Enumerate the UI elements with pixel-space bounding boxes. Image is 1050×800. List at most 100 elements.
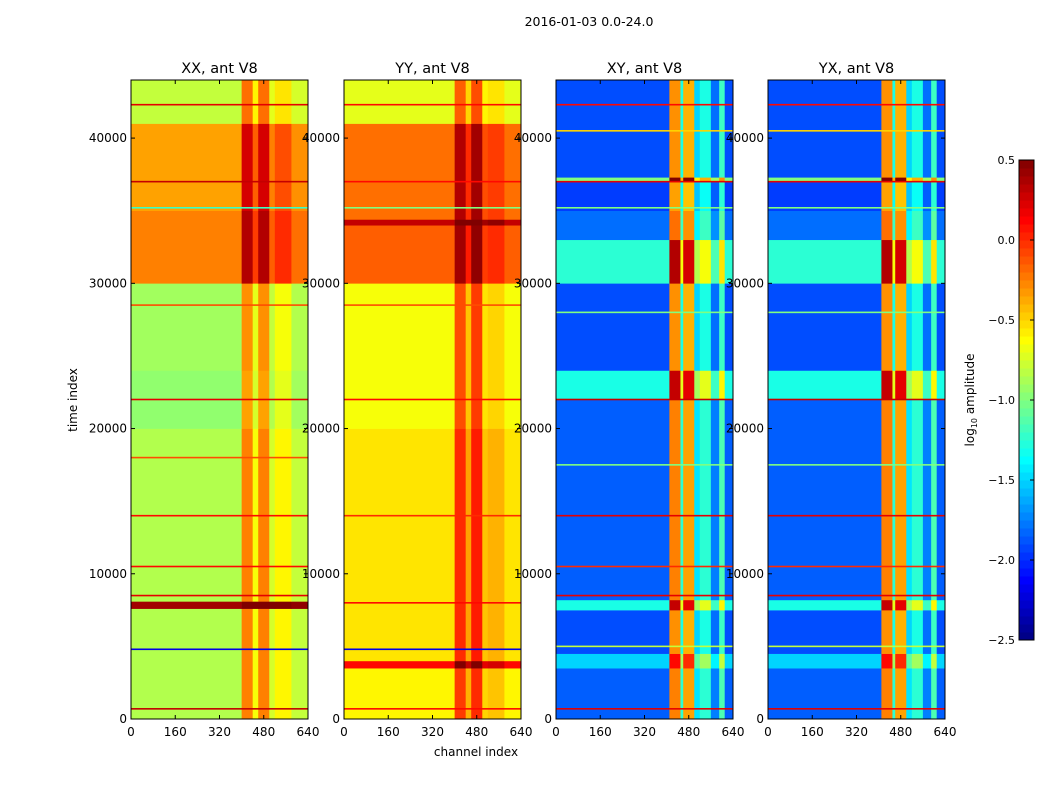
- heatmap-cell: [931, 181, 938, 212]
- heatmap-cell: [931, 610, 938, 654]
- heatmap-cell: [922, 399, 932, 601]
- colorbar-segment: [1019, 448, 1034, 457]
- heatmap-cell: [252, 123, 259, 212]
- colorbar-segment: [1019, 568, 1034, 577]
- heatmap-cell: [556, 653, 670, 669]
- heatmap-line: [556, 565, 733, 568]
- heatmap-cell: [131, 608, 242, 720]
- heatmap-cell: [936, 399, 946, 601]
- heatmap-cell: [699, 399, 712, 601]
- colorbar-segment: [1019, 496, 1034, 505]
- heatmap-cell: [680, 610, 684, 654]
- heatmap-cell: [710, 283, 720, 371]
- heatmap-cell: [504, 219, 522, 226]
- colorbar-segment: [1019, 552, 1034, 561]
- heatmap-cell: [936, 210, 946, 241]
- heatmap-line: [556, 464, 733, 466]
- y-tick-label: 20000: [514, 422, 552, 436]
- heatmap-cell: [274, 608, 292, 720]
- heatmap-cell: [936, 283, 946, 371]
- heatmap-cell: [504, 668, 522, 720]
- heatmap-cell: [881, 399, 893, 601]
- heatmap-cell: [906, 399, 913, 601]
- heatmap-cell: [881, 283, 893, 371]
- heatmap-cell: [504, 660, 522, 669]
- heatmap-cell: [931, 399, 938, 601]
- colorbar-segment: [1019, 224, 1034, 233]
- heatmap-cell: [669, 399, 681, 601]
- heatmap-cell: [482, 123, 489, 220]
- heatmap-cell: [922, 599, 932, 611]
- heatmap-cell: [269, 80, 276, 124]
- heatmap-line: [131, 180, 308, 183]
- heatmap-cell: [699, 370, 712, 400]
- heatmap-cell: [680, 80, 684, 178]
- heatmap-cell: [931, 370, 938, 400]
- heatmap-cell: [454, 225, 466, 284]
- y-tick-label: 10000: [89, 567, 127, 581]
- heatmap-cell: [274, 80, 292, 124]
- heatmap-cell: [710, 177, 720, 182]
- heatmap-cell: [454, 219, 466, 226]
- heatmap-cell: [719, 370, 726, 400]
- x-axis-label: channel index: [434, 745, 518, 759]
- heatmap-cell: [719, 210, 726, 241]
- heatmap-cell: [931, 210, 938, 241]
- heatmap-cell: [454, 428, 466, 662]
- colorbar-segment: [1019, 400, 1034, 409]
- heatmap-cell: [669, 210, 681, 241]
- heatmap-line: [344, 398, 521, 401]
- heatmap-cell: [724, 653, 734, 669]
- heatmap-cell: [881, 668, 893, 720]
- heatmap-cell: [252, 210, 259, 284]
- y-tick-label: 20000: [89, 422, 127, 436]
- x-tick-label: 160: [164, 725, 187, 739]
- heatmap-cell: [895, 370, 907, 400]
- heatmap-cell: [911, 283, 924, 371]
- colorbar-segment: [1019, 320, 1034, 329]
- x-tick-label: 0: [764, 725, 772, 739]
- heatmap-cell: [936, 239, 946, 284]
- colorbar-segment: [1019, 488, 1034, 497]
- heatmap-cell: [465, 225, 472, 284]
- colorbar-tick-label: −0.5: [988, 314, 1015, 327]
- panel-2: YY, ant V8 0 160 320 480 640 0 10000 20000 30000 4…: [302, 61, 533, 739]
- colorbar-segment: [1019, 632, 1034, 641]
- colorbar-segment: [1019, 160, 1034, 169]
- y-tick-label: 0: [119, 712, 127, 726]
- heatmap-cell: [471, 283, 483, 429]
- heatmap-cell: [465, 123, 472, 220]
- heatmap-cell: [699, 80, 712, 178]
- heatmap-cell: [683, 239, 695, 284]
- heatmap-cell: [931, 80, 938, 178]
- heatmap-cell: [699, 653, 712, 669]
- heatmap-cell: [482, 80, 489, 124]
- heatmap-cell: [768, 181, 882, 212]
- heatmap-cell: [936, 610, 946, 654]
- colorbar-segment: [1019, 312, 1034, 321]
- heatmap-cell: [556, 80, 670, 178]
- heatmap-cell: [669, 181, 681, 212]
- heatmap-line: [768, 594, 945, 597]
- heatmap-cell: [768, 210, 882, 241]
- figure-title: 2016-01-03 0.0-24.0: [525, 14, 654, 29]
- heatmap-cell: [454, 660, 466, 669]
- colorbar-segment: [1019, 408, 1034, 417]
- heatmap-cell: [724, 210, 734, 241]
- heatmap-cell: [274, 123, 292, 212]
- heatmap-cell: [487, 660, 505, 669]
- heatmap-cell: [683, 210, 695, 241]
- heatmap-cell: [344, 428, 455, 662]
- heatmap-cell: [906, 239, 913, 284]
- heatmap-cell: [724, 599, 734, 611]
- heatmap-cell: [892, 239, 896, 284]
- x-tick-label: 320: [421, 725, 444, 739]
- heatmap-cell: [252, 283, 259, 371]
- colorbar-segment: [1019, 288, 1034, 297]
- heatmap-cell: [291, 210, 309, 284]
- colorbar-segment: [1019, 512, 1034, 521]
- heatmap-cell: [694, 668, 701, 720]
- heatmap-cell: [556, 210, 670, 241]
- heatmap-cell: [699, 181, 712, 212]
- colorbar-segment: [1019, 464, 1034, 473]
